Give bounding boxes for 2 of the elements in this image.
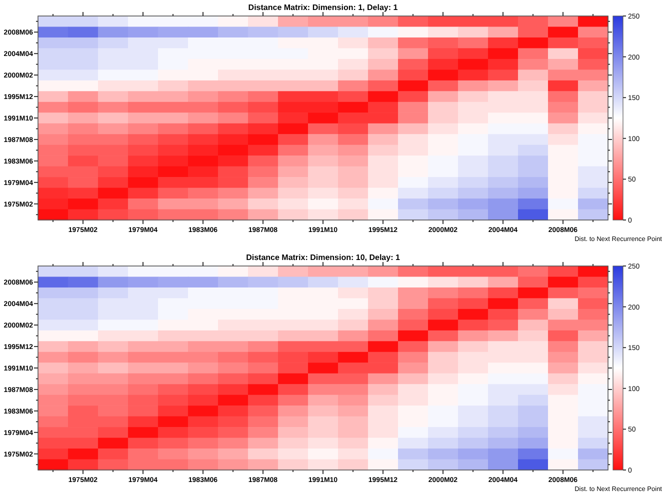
chart-title: Distance Matrix: Dimension: 10, Delay: 1 xyxy=(246,253,400,262)
chart-title: Distance Matrix: Dimension: 1, Delay: 1 xyxy=(248,3,398,12)
